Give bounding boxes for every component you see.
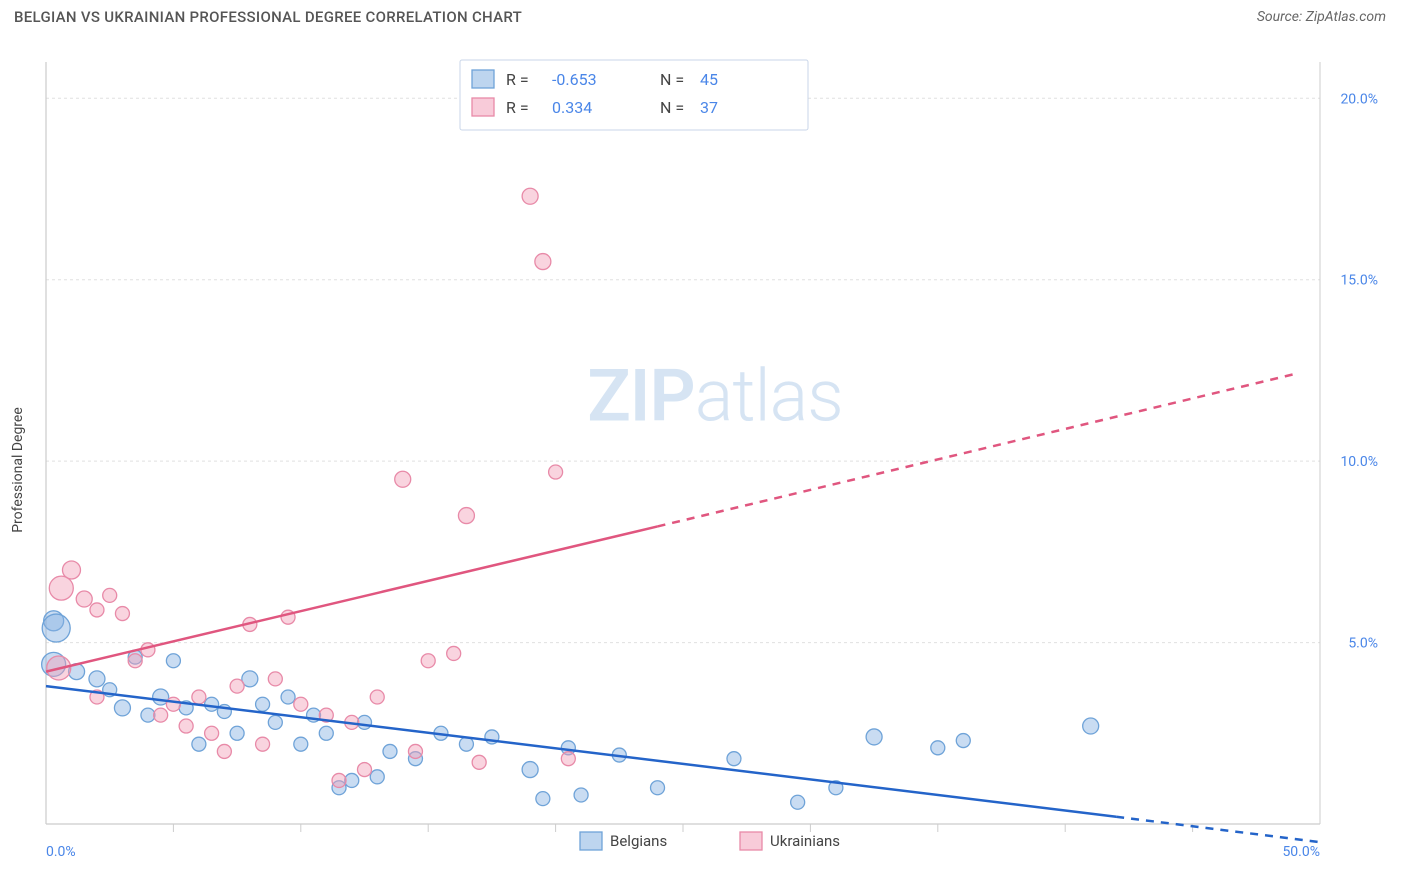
scatter-point-belgians — [345, 773, 359, 787]
scatter-point-ukrainians — [332, 773, 346, 787]
scatter-point-ukrainians — [230, 679, 244, 693]
scatter-point-belgians — [931, 741, 945, 755]
legend-r-value: -0.653 — [552, 70, 597, 89]
scatter-point-ukrainians — [549, 465, 563, 479]
bottom-legend-label: Ukrainians — [770, 832, 840, 850]
scatter-point-ukrainians — [370, 690, 384, 704]
scatter-point-belgians — [192, 737, 206, 751]
scatter-point-belgians — [1083, 718, 1099, 734]
legend-n-value: 37 — [700, 98, 718, 117]
scatter-point-belgians — [141, 708, 155, 722]
trendline-ukrainians — [46, 526, 658, 671]
scatter-point-belgians — [574, 788, 588, 802]
chart-source: Source: ZipAtlas.com — [1257, 9, 1386, 25]
ytick-label: 20.0% — [1340, 91, 1378, 107]
scatter-point-ukrainians — [447, 646, 461, 660]
bottom-legend-swatch — [580, 832, 602, 850]
legend-n-label: N = — [660, 70, 684, 89]
bottom-legend-swatch — [740, 832, 762, 850]
scatter-point-ukrainians — [166, 697, 180, 711]
scatter-point-ukrainians — [535, 254, 551, 270]
scatter-point-ukrainians — [103, 588, 117, 602]
chart-svg: 0.0% 50.0% 5.0% 10.0% 15.0% 20.0% R = -0.653 N =… — [40, 52, 1390, 872]
scatter-point-belgians — [294, 737, 308, 751]
scatter-point-belgians — [866, 729, 882, 745]
scatter-point-ukrainians — [205, 726, 219, 740]
trendline-dash-belgians — [1116, 817, 1320, 842]
legend-swatch — [472, 70, 494, 88]
scatter-point-belgians — [727, 752, 741, 766]
legend-r-value: 0.334 — [552, 98, 592, 117]
scatter-point-ukrainians — [358, 763, 372, 777]
scatter-point-ukrainians — [179, 719, 193, 733]
scatter-point-ukrainians — [522, 188, 538, 204]
ytick-label: 15.0% — [1340, 273, 1378, 289]
trendline-dash-ukrainians — [658, 374, 1295, 526]
scatter-point-belgians — [791, 795, 805, 809]
scatter-point-belgians — [42, 614, 70, 642]
scatter-point-ukrainians — [561, 752, 575, 766]
scatter-point-belgians — [383, 744, 397, 758]
scatter-point-ukrainians — [408, 744, 422, 758]
scatter-point-belgians — [651, 781, 665, 795]
scatter-point-ukrainians — [294, 697, 308, 711]
scatter-point-belgians — [268, 715, 282, 729]
scatter-point-ukrainians — [458, 508, 474, 524]
scatter-point-belgians — [256, 697, 270, 711]
scatter-point-ukrainians — [395, 471, 411, 487]
scatter-point-ukrainians — [256, 737, 270, 751]
legend-n-label: N = — [660, 98, 684, 117]
legend-n-value: 45 — [700, 70, 718, 89]
ytick-label: 10.0% — [1340, 454, 1378, 470]
scatter-point-belgians — [522, 762, 538, 778]
scatter-point-ukrainians — [76, 591, 92, 607]
scatter-point-belgians — [319, 726, 333, 740]
scatter-point-ukrainians — [421, 654, 435, 668]
xtick-label: 50.0% — [1282, 844, 1320, 860]
scatter-point-ukrainians — [472, 755, 486, 769]
bottom-legend-label: Belgians — [610, 832, 667, 850]
scatter-point-ukrainians — [154, 708, 168, 722]
scatter-point-belgians — [205, 697, 219, 711]
scatter-point-belgians — [114, 700, 130, 716]
scatter-point-belgians — [956, 734, 970, 748]
legend-r-label: R = — [506, 98, 529, 117]
ytick-label: 5.0% — [1348, 636, 1378, 652]
scatter-point-ukrainians — [115, 607, 129, 621]
scatter-point-ukrainians — [192, 690, 206, 704]
scatter-point-belgians — [89, 671, 105, 687]
scatter-point-ukrainians — [90, 603, 104, 617]
scatter-point-belgians — [230, 726, 244, 740]
scatter-point-belgians — [281, 690, 295, 704]
scatter-point-belgians — [166, 654, 180, 668]
scatter-point-ukrainians — [217, 744, 231, 758]
scatter-point-ukrainians — [49, 576, 73, 600]
chart-container: Professional Degree ZIPatlas 0.0%50.0%5.… — [40, 52, 1390, 872]
chart-header: BELGIAN VS UKRAINIAN PROFESSIONAL DEGREE… — [0, 0, 1406, 34]
chart-title: BELGIAN VS UKRAINIAN PROFESSIONAL DEGREE… — [14, 8, 522, 26]
scatter-point-belgians — [536, 792, 550, 806]
scatter-point-ukrainians — [268, 672, 282, 686]
scatter-point-belgians — [370, 770, 384, 784]
scatter-point-belgians — [358, 715, 372, 729]
y-axis-label: Professional Degree — [10, 407, 26, 533]
legend-r-label: R = — [506, 70, 529, 89]
xtick-label: 0.0% — [46, 844, 76, 860]
scatter-point-ukrainians — [128, 654, 142, 668]
legend-swatch — [472, 98, 494, 116]
